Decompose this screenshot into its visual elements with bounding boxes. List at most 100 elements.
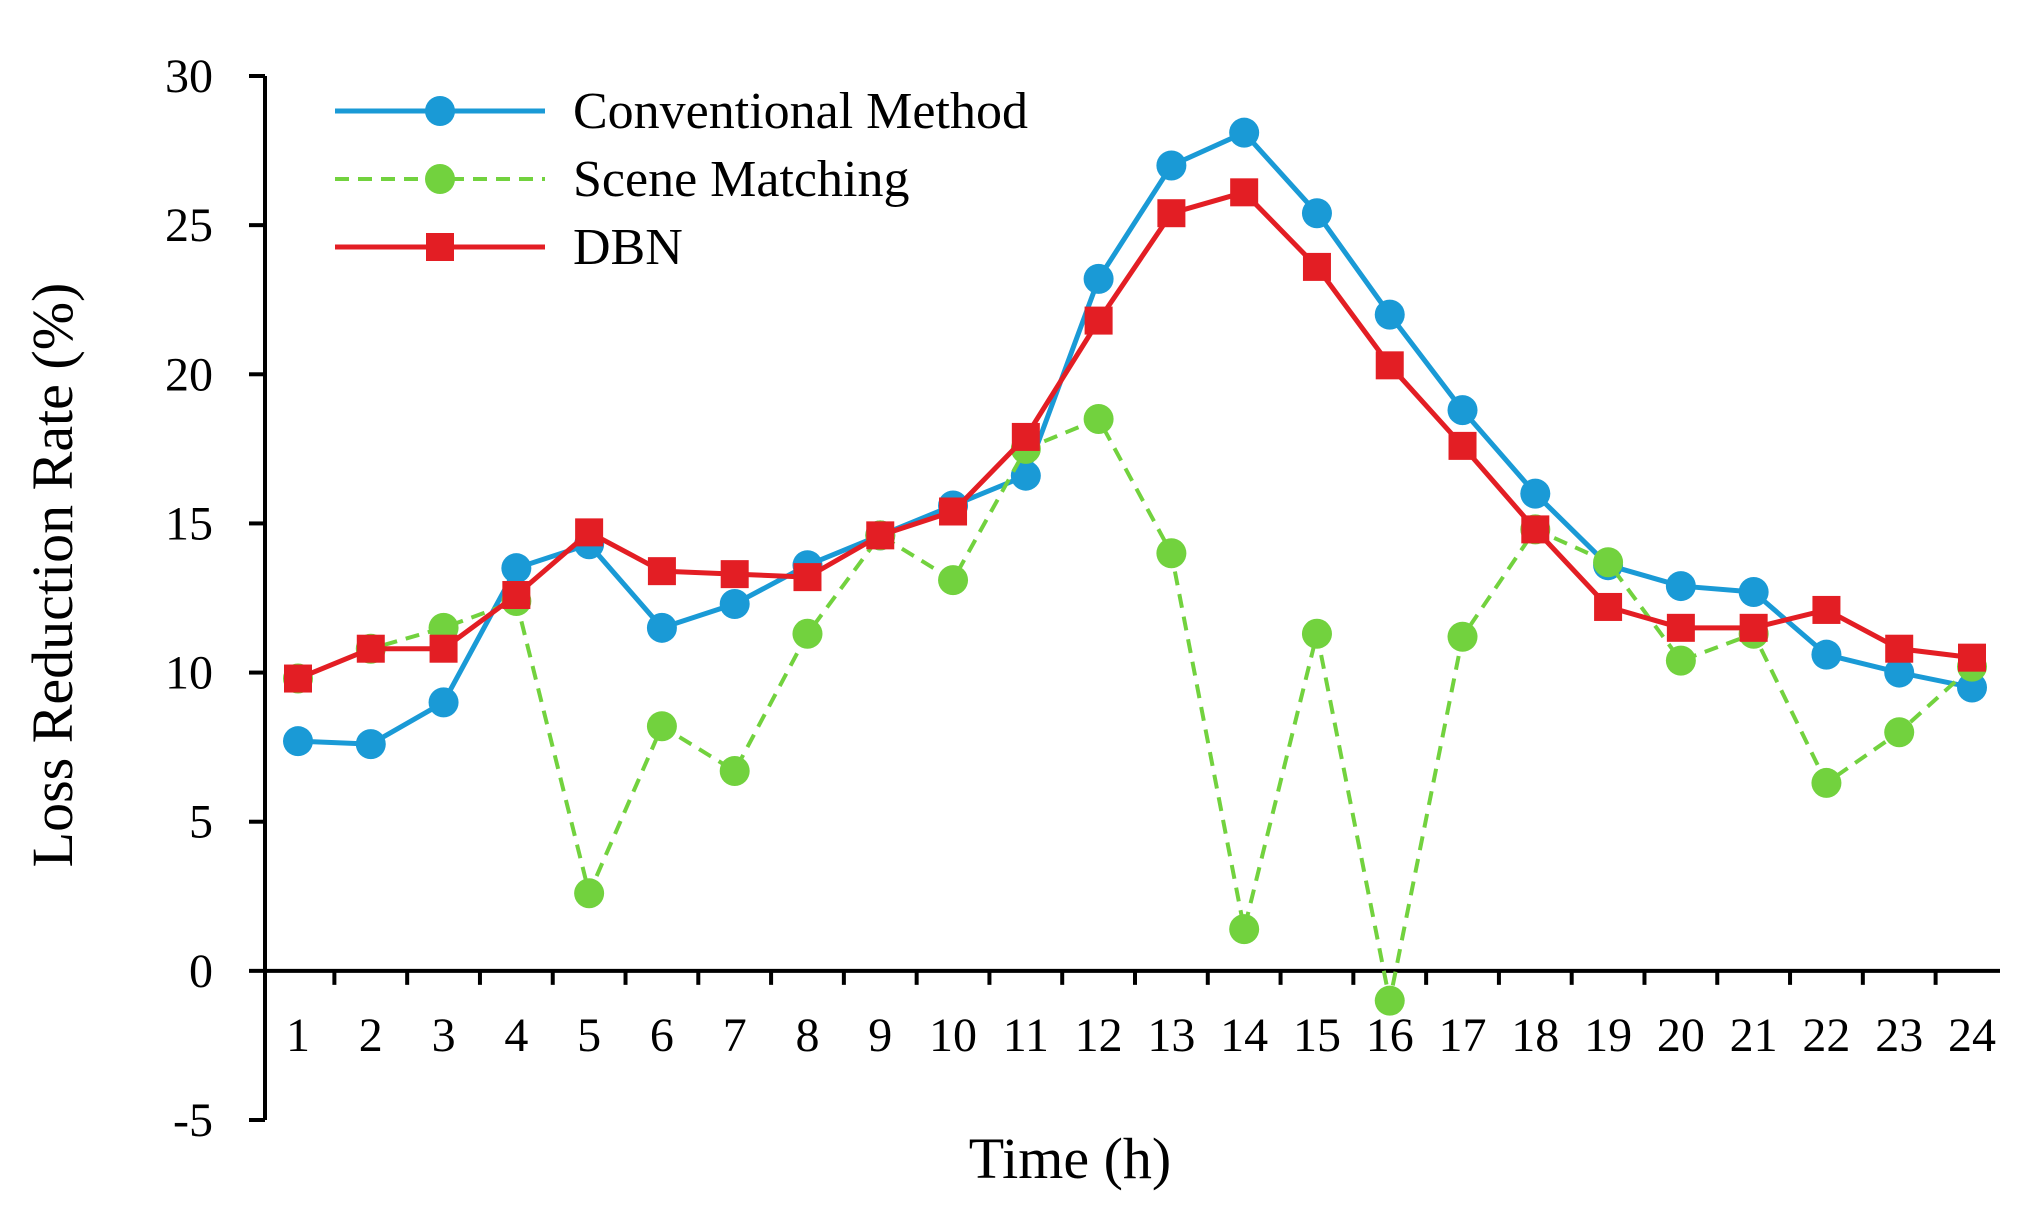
data-point: [939, 497, 968, 526]
data-point: [284, 664, 312, 693]
x-tick-label: 22: [1802, 1009, 1850, 1062]
x-tick-label: 3: [432, 1009, 456, 1062]
x-tick-label: 18: [1511, 1009, 1559, 1062]
x-axis-title: Time (h): [969, 1126, 1172, 1191]
x-tick-label: 1: [286, 1009, 310, 1062]
data-point: [1229, 117, 1260, 148]
data-point: [1447, 621, 1478, 652]
x-tick-label: 20: [1657, 1009, 1705, 1062]
data-point: [1665, 645, 1696, 676]
x-tick-label: 4: [504, 1009, 528, 1062]
legend-label: DBN: [573, 219, 683, 276]
data-point: [1084, 306, 1113, 335]
x-tick-label: 9: [868, 1009, 892, 1062]
data-point: [283, 726, 313, 757]
data-point: [792, 618, 823, 649]
data-point: [1229, 914, 1260, 945]
data-point: [1157, 199, 1186, 228]
data-point: [1739, 613, 1768, 642]
data-point: [720, 560, 749, 589]
data-point: [1083, 263, 1114, 294]
legend-marker: [425, 96, 455, 126]
x-tick-label: 21: [1730, 1009, 1778, 1062]
data-point: [1958, 643, 1986, 672]
series-scene-matching: [283, 404, 1987, 1016]
x-tick-label: 10: [929, 1009, 977, 1062]
legend-item: Scene Matching: [335, 151, 909, 208]
data-point: [1374, 299, 1405, 330]
x-tick-label: 6: [650, 1009, 674, 1062]
data-point: [646, 711, 677, 742]
data-point: [647, 557, 676, 586]
data-point: [1811, 639, 1842, 670]
x-tick-label: 15: [1293, 1009, 1341, 1062]
data-point: [1230, 178, 1259, 207]
x-tick-label: 11: [1003, 1009, 1049, 1062]
legend-item: DBN: [335, 219, 683, 276]
data-point: [1594, 592, 1623, 621]
data-point: [355, 729, 386, 760]
y-tick-label: 15: [165, 497, 213, 550]
data-point: [429, 634, 458, 663]
data-point: [1374, 985, 1405, 1016]
data-point: [866, 521, 895, 550]
data-point: [719, 588, 750, 619]
data-point: [1521, 515, 1550, 544]
data-point: [1156, 538, 1187, 569]
x-tick-label: 8: [795, 1009, 819, 1062]
data-point: [428, 687, 459, 718]
data-point: [1665, 571, 1696, 602]
series-line: [297, 130, 1973, 747]
legend-item: Conventional Method: [335, 83, 1028, 140]
data-point: [356, 634, 385, 663]
data-point: [1156, 150, 1187, 181]
y-tick-label: 0: [189, 945, 213, 998]
data-point: [938, 565, 969, 596]
data-point: [1884, 657, 1915, 688]
x-tick-label: 24: [1948, 1009, 1996, 1062]
data-point: [1593, 547, 1624, 578]
data-point: [1884, 717, 1915, 748]
x-tick-label: 5: [577, 1009, 601, 1062]
x-tick-label: 23: [1875, 1009, 1923, 1062]
x-tick-label: 13: [1147, 1009, 1195, 1062]
x-tick-label: 7: [723, 1009, 747, 1062]
y-tick-label: 10: [165, 647, 213, 700]
data-point: [1447, 395, 1478, 426]
legend-label: Conventional Method: [573, 83, 1028, 140]
series-conventional-method: [283, 117, 1987, 760]
series-line: [297, 417, 1974, 1003]
x-tick-label: 2: [359, 1009, 383, 1062]
series-dbn: [284, 178, 1986, 693]
legend: Conventional Method Scene Matching DBN: [335, 83, 1028, 276]
data-point: [1738, 577, 1769, 608]
x-tick-label: 19: [1584, 1009, 1632, 1062]
legend-marker: [425, 164, 455, 194]
data-point: [1301, 198, 1332, 229]
data-point: [574, 878, 605, 909]
data-point: [502, 581, 531, 610]
y-tick-label: 30: [165, 50, 213, 103]
legend-label: Scene Matching: [573, 151, 909, 208]
data-point: [1010, 460, 1041, 491]
x-tick-label: 12: [1075, 1009, 1123, 1062]
data-point: [1301, 618, 1332, 649]
data-point: [646, 612, 677, 643]
data-point: [1812, 595, 1841, 624]
data-point: [1957, 672, 1987, 703]
series-layer: [283, 117, 1987, 1016]
data-point: [1083, 404, 1114, 435]
data-point: [1448, 431, 1477, 460]
series-line: [297, 189, 1973, 681]
legend-marker: [426, 233, 454, 261]
y-tick-label: 20: [165, 348, 213, 401]
y-tick-label: -5: [173, 1094, 213, 1147]
data-point: [1375, 351, 1404, 380]
x-tick-label: 14: [1220, 1009, 1268, 1062]
y-axis-title: Loss Reduction Rate (%): [20, 283, 85, 868]
y-tick-label: 5: [189, 796, 213, 849]
data-point: [501, 553, 532, 584]
data-point: [1666, 613, 1695, 642]
x-tick-label: 16: [1366, 1009, 1414, 1062]
